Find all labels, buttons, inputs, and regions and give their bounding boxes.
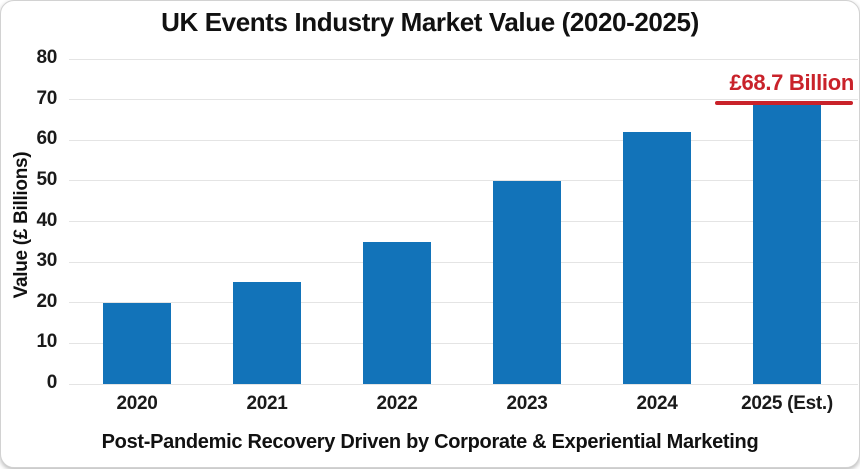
gridline [69, 302, 858, 304]
gridline [69, 58, 858, 60]
x-tick-label: 2024 [636, 393, 678, 414]
x-axis-tick-labels: 2020 2021 2022 2023 2024 2025 (Est.) [69, 393, 858, 419]
plot-area: £68.7 Billion [69, 58, 858, 385]
gridline [69, 180, 858, 182]
gridline [69, 139, 858, 141]
y-tick-label: 40 [36, 209, 57, 231]
x-axis-title: Post-Pandemic Recovery Driven by Corpora… [101, 431, 759, 453]
y-tick-label: 10 [36, 331, 57, 353]
y-tick-label: 30 [36, 250, 57, 272]
x-tick-label: 2020 [116, 393, 158, 414]
x-tick-label: 2021 [246, 393, 288, 414]
gridline [69, 221, 858, 222]
annotation-underline [715, 101, 853, 105]
gridline [69, 99, 858, 101]
bar-2024 [623, 132, 691, 384]
y-tick-label: 60 [36, 128, 57, 150]
bar-2025 (Est.) [753, 104, 821, 384]
y-axis-tick-labels: 0 10 20 30 40 50 60 70 80 [1, 47, 57, 393]
x-tick-label: 2022 [376, 393, 418, 414]
gridline [69, 261, 858, 263]
x-tick-label: 2023 [506, 393, 548, 414]
y-tick-label: 70 [36, 87, 57, 109]
y-tick-label: 0 [46, 372, 58, 393]
bar-2021 [233, 282, 301, 384]
y-tick-label: 20 [36, 290, 57, 312]
gridline [69, 383, 858, 385]
annotation-label: £68.7 Billion [729, 70, 855, 95]
y-tick-label: 50 [36, 168, 57, 190]
gridline [69, 342, 858, 344]
chart-title: UK Events Industry Market Value (2020-20… [161, 7, 699, 37]
bar-2020 [103, 302, 171, 384]
bar-2023 [493, 180, 561, 384]
x-tick-label: 2025 (Est.) [741, 393, 833, 414]
y-tick-label: 80 [36, 47, 57, 68]
bar-2022 [363, 241, 431, 384]
